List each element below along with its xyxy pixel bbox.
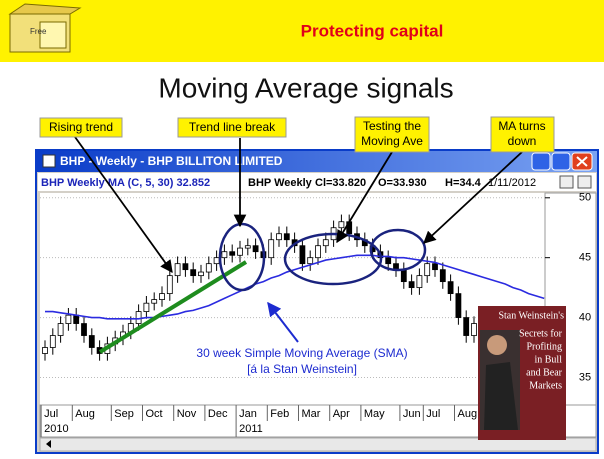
candle-body [43, 348, 48, 354]
x-tick-label: Nov [177, 408, 197, 420]
x-tick-label: Jun [403, 408, 421, 420]
header-title: Protecting capital [301, 21, 444, 40]
info-date: 1/11/2012 [488, 177, 536, 189]
x-tick-label: Aug [458, 408, 478, 420]
book-text: Stan Weinstein's [498, 310, 564, 321]
slide: Free Protecting capital Moving Average s… [0, 0, 604, 459]
callout-text: Trend line break [189, 120, 276, 134]
maximize-button[interactable] [552, 153, 570, 170]
candle-body [277, 234, 282, 240]
book-photo-face [487, 335, 507, 355]
window-icon [43, 155, 55, 167]
candle-body [253, 246, 258, 252]
candle-body [433, 264, 438, 270]
candle-body [199, 272, 204, 276]
candle-body [472, 324, 477, 336]
candle-body [401, 270, 406, 282]
candle-body [238, 248, 243, 255]
y-tick-label: 45 [579, 252, 591, 264]
candle-body [456, 294, 461, 318]
slide-title: Moving Average signals [158, 72, 453, 103]
candle-body [269, 240, 274, 258]
x-tick-label: Feb [270, 408, 289, 420]
book-text: and Bear [526, 367, 562, 378]
info-close: Cl=33.820 [315, 177, 366, 189]
candle-body [175, 264, 180, 276]
header-icon: Free [10, 4, 80, 52]
candle-body [222, 252, 227, 258]
x-tick-label: Apr [333, 408, 350, 420]
callout-text: down [508, 134, 537, 148]
candle-body [245, 246, 250, 248]
year-label: 2011 [239, 423, 263, 435]
candle-body [448, 282, 453, 294]
sma-sublabel: [á la Stan Weinstein] [247, 362, 357, 376]
callout-text: Rising trend [49, 120, 113, 134]
candle-body [58, 324, 63, 336]
candle-body [183, 264, 188, 270]
book-text: in Bull [534, 354, 562, 365]
book-text: Secrets for [519, 328, 563, 339]
y-tick-label: 40 [579, 311, 591, 323]
x-tick-label: May [364, 408, 385, 420]
candle-body [144, 303, 149, 311]
book-text: Markets [529, 380, 562, 391]
info-button[interactable] [560, 176, 573, 188]
info-open: O=33.930 [378, 177, 427, 189]
candle-body [323, 240, 328, 246]
candle-body [136, 312, 141, 324]
callout-text: MA turns [498, 119, 545, 133]
callout-text: Moving Ave [361, 134, 423, 148]
candle-body [339, 222, 344, 228]
candle-body [417, 276, 422, 288]
candle-body [409, 282, 414, 288]
candle-body [50, 336, 55, 348]
x-tick-label: Jul [44, 408, 58, 420]
book-image: Stan Weinstein's Secrets for Profiting i… [478, 306, 566, 440]
info-high: H=34.4 [445, 177, 482, 189]
candle-body [284, 234, 289, 240]
x-tick-label: Jan [239, 408, 257, 420]
candle-body [89, 336, 94, 348]
candle-body [464, 318, 469, 336]
year-label: 2010 [44, 423, 68, 435]
candle-body [214, 258, 219, 264]
candle-body [300, 246, 305, 264]
x-tick-label: Sep [114, 408, 134, 420]
candle-body [152, 300, 157, 304]
candle-body [66, 315, 71, 323]
callout-text: Testing the [363, 119, 421, 133]
candle-body [386, 258, 391, 264]
info-ma: BHP Weekly MA (C, 5, 30) 32.852 [41, 177, 210, 189]
info-button[interactable] [578, 176, 591, 188]
page: {"header": {"title": "Protecting capital… [0, 0, 604, 459]
info-text: BHP Weekly MA (C, 5, 30) 32.852 BHP Week… [41, 177, 536, 189]
candle-body [308, 258, 313, 264]
info-symbol: BHP Weekly [248, 177, 313, 189]
candle-body [230, 252, 235, 256]
candle-body [74, 315, 79, 323]
icon-text: Free [30, 27, 47, 36]
x-tick-label: Jul [426, 408, 440, 420]
x-tick-label: Mar [302, 408, 321, 420]
y-tick-label: 50 [579, 192, 591, 204]
book-text: Profiting [526, 341, 562, 352]
candle-body [316, 246, 321, 258]
x-tick-label: Dec [208, 408, 228, 420]
candle-body [82, 324, 87, 336]
candle-body [191, 270, 196, 276]
candle-body [206, 264, 211, 272]
y-tick-label: 35 [579, 371, 591, 383]
candle-body [160, 294, 165, 300]
callouts: Rising trend Trend line break Testing th… [40, 117, 554, 152]
sma-label: 30 week Simple Moving Average (SMA) [196, 346, 407, 360]
x-tick-label: Aug [75, 408, 95, 420]
x-tick-label: Oct [146, 408, 163, 420]
candle-body [440, 270, 445, 282]
candle-body [425, 264, 430, 276]
candle-body [167, 276, 172, 294]
minimize-button[interactable] [532, 153, 550, 170]
